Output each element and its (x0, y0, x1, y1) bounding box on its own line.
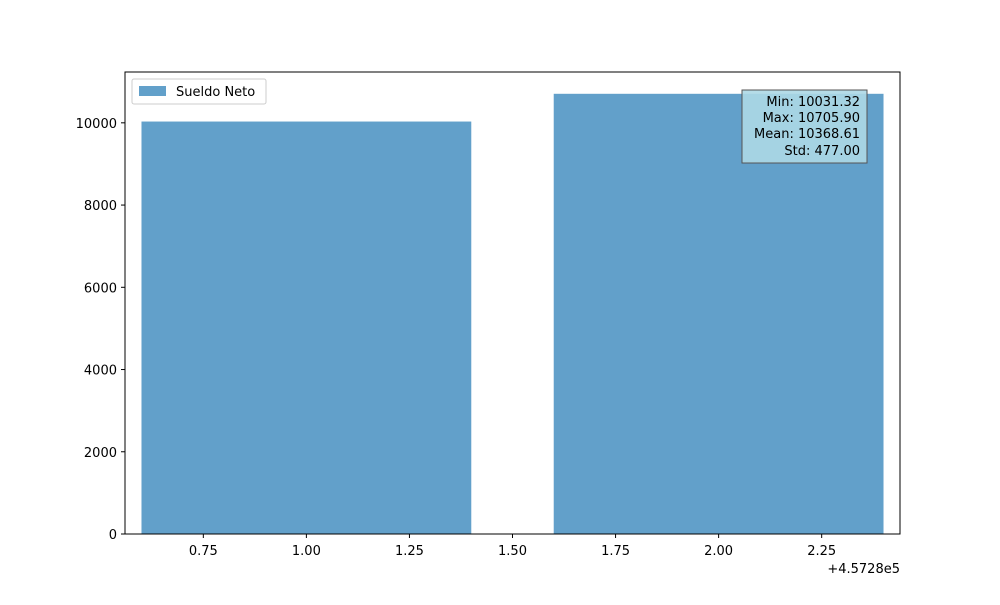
bar-2 (553, 93, 884, 535)
y-tick-label: 10000 (76, 117, 117, 132)
bars-layer (141, 93, 884, 535)
stats-std: Std: 477.00 (784, 144, 860, 159)
stats-box: Min: 10031.32 Max: 10705.90 Mean: 10368.… (741, 89, 868, 164)
stats-mean: Mean: 10368.61 (754, 127, 860, 142)
legend-label-sueldo-neto: Sueldo Neto (176, 85, 255, 100)
legend-frame (131, 78, 267, 105)
x-axis-offset-label: +4.5728e5 (827, 562, 900, 577)
x-tick-label: 2.25 (807, 544, 836, 559)
legend-swatch-sueldo-neto (139, 86, 166, 96)
y-tick-label: 2000 (84, 446, 117, 461)
stats-max: Max: 10705.90 (763, 111, 860, 126)
legend: Sueldo Neto (131, 78, 267, 105)
stats-box-frame (741, 89, 868, 164)
y-tick-label: 0 (109, 528, 117, 543)
x-tick-label: 0.75 (189, 544, 218, 559)
y-tick-label: 6000 (84, 281, 117, 296)
y-axis: 0 2000 4000 6000 8000 10000 (76, 117, 125, 543)
x-tick-label: 1.50 (498, 544, 527, 559)
y-tick-label: 4000 (84, 364, 117, 379)
x-tick-label: 2.00 (704, 544, 733, 559)
x-tick-label: 1.25 (395, 544, 424, 559)
x-tick-label: 1.00 (292, 544, 321, 559)
x-tick-label: 1.75 (601, 544, 630, 559)
y-tick-label: 8000 (84, 199, 117, 214)
x-axis: 0.75 1.00 1.25 1.50 1.75 2.00 2.25 (189, 534, 836, 559)
bar-1 (141, 121, 472, 534)
stats-min: Min: 10031.32 (766, 95, 860, 110)
